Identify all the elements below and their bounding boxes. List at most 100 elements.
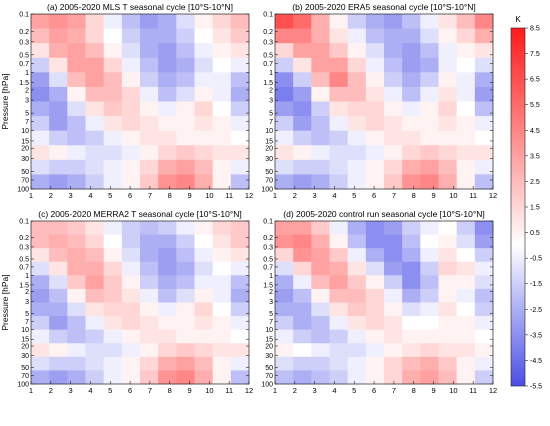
heatmap-cell (176, 174, 195, 190)
heatmap-cell (121, 72, 141, 88)
heatmap-cell (311, 145, 330, 161)
heatmap-cell (67, 221, 86, 235)
heatmap-cell (176, 72, 195, 88)
heatmap-cell (275, 57, 294, 73)
heatmap-cell (456, 316, 476, 331)
heatmap-cell (293, 221, 312, 235)
heatmap-cell (85, 174, 105, 190)
heatmap-cell (158, 316, 177, 331)
heatmap-cell (67, 14, 86, 29)
heatmap-cell (49, 130, 68, 146)
heatmap-cell (140, 316, 159, 331)
heatmap-cell (31, 370, 50, 385)
heatmap-cell (103, 316, 123, 331)
heatmap-cell (420, 316, 439, 331)
heatmap-cell (311, 234, 330, 249)
heatmap-cell (140, 275, 159, 290)
y-tick-label: 0.7 (263, 264, 273, 271)
heatmap-cell (31, 356, 50, 371)
heatmap-cell (456, 57, 476, 73)
heatmap-cell (230, 101, 250, 117)
heatmap-cell (49, 248, 68, 263)
x-tick-label: 5 (108, 386, 112, 395)
heatmap-cell (438, 28, 458, 44)
heatmap-cell (438, 288, 458, 303)
colorbar-tick-label: 6.5 (530, 77, 540, 84)
heatmap-cell (311, 130, 330, 146)
heatmap-cell (158, 343, 177, 358)
heatmap-cell (275, 116, 294, 132)
heatmap-cell (329, 174, 349, 190)
heatmap-cell (230, 57, 250, 73)
y-tick-label: 1.5 (19, 80, 29, 87)
heatmap-cell (293, 28, 312, 44)
heatmap-cell (103, 159, 123, 175)
heatmap-cell (402, 234, 421, 249)
heatmap-cell (347, 14, 367, 29)
heatmap-cell (420, 57, 439, 73)
heatmap-cell (212, 14, 232, 29)
heatmap-cell (103, 329, 123, 344)
heatmap-cell (474, 72, 494, 88)
y-tick-label: 1.5 (19, 282, 29, 289)
heatmap-cell (347, 302, 367, 317)
heatmap-cell (365, 343, 385, 358)
heatmap-cell (347, 329, 367, 344)
heatmap-cell (67, 356, 86, 371)
x-tick-label: 7 (392, 386, 396, 395)
heatmap-cell (49, 72, 68, 88)
panel-title: (b) 2005-2020 ERA5 seasonal cycle [10°S-… (292, 2, 476, 12)
heatmap-cell (420, 174, 439, 190)
colorbar-tick-label: -2.5 (530, 307, 542, 314)
heatmap-cell (456, 370, 476, 385)
heatmap-cell (31, 130, 50, 146)
heatmap-cell (402, 159, 421, 175)
heatmap-cell (275, 356, 294, 371)
heatmap-cell (103, 43, 123, 59)
heatmap-cell (384, 329, 403, 344)
heatmap-cell (402, 261, 421, 276)
x-tick-label: 9 (187, 191, 191, 200)
y-tick-label: 3 (25, 98, 29, 105)
heatmap-cell (474, 329, 494, 344)
heatmap-cell (230, 14, 250, 29)
heatmap-cell (420, 343, 439, 358)
y-tick-label: 100 (17, 382, 29, 389)
heatmap-cell (456, 261, 476, 276)
x-tick-label: 4 (88, 191, 92, 200)
heatmap-cell (158, 145, 177, 161)
y-tick-label: 15 (265, 138, 273, 145)
heatmap-cell (420, 28, 439, 44)
heatmap-cell (329, 28, 349, 44)
heatmap-cell (438, 248, 458, 263)
heatmap-cell (31, 116, 50, 132)
heatmap-cell (103, 302, 123, 317)
heatmap-cell (438, 116, 458, 132)
heatmap-cell (212, 28, 232, 44)
heatmap-cell (31, 57, 50, 73)
y-tick-label: 0.5 (19, 52, 29, 59)
heatmap-cell (365, 248, 385, 263)
heatmap-cell (474, 130, 494, 146)
heatmap-cell (456, 43, 476, 59)
y-tick-label: 70 (265, 177, 273, 184)
heatmap-cell (384, 86, 403, 102)
x-tick-label: 3 (313, 386, 317, 395)
heatmap-cell (347, 221, 367, 235)
heatmap-cell (402, 116, 421, 132)
colorbar-tick-label: 4.5 (530, 128, 540, 135)
plot-frame (274, 220, 494, 385)
heatmap-cell (194, 145, 214, 161)
heatmap-cell (275, 288, 294, 303)
heatmap-cell (275, 221, 294, 235)
heatmap-cell (85, 57, 105, 73)
heatmap-cell (474, 356, 494, 371)
y-tick-label: 20 (265, 146, 273, 153)
y-tick-label: 2 (25, 87, 29, 94)
heatmap-cell (158, 370, 177, 385)
y-tick-label: 20 (21, 344, 29, 351)
heatmap-cell (67, 302, 86, 317)
heatmap-cell (275, 159, 294, 175)
y-tick-label: 1.5 (263, 80, 273, 87)
heatmap-cell (49, 101, 68, 117)
